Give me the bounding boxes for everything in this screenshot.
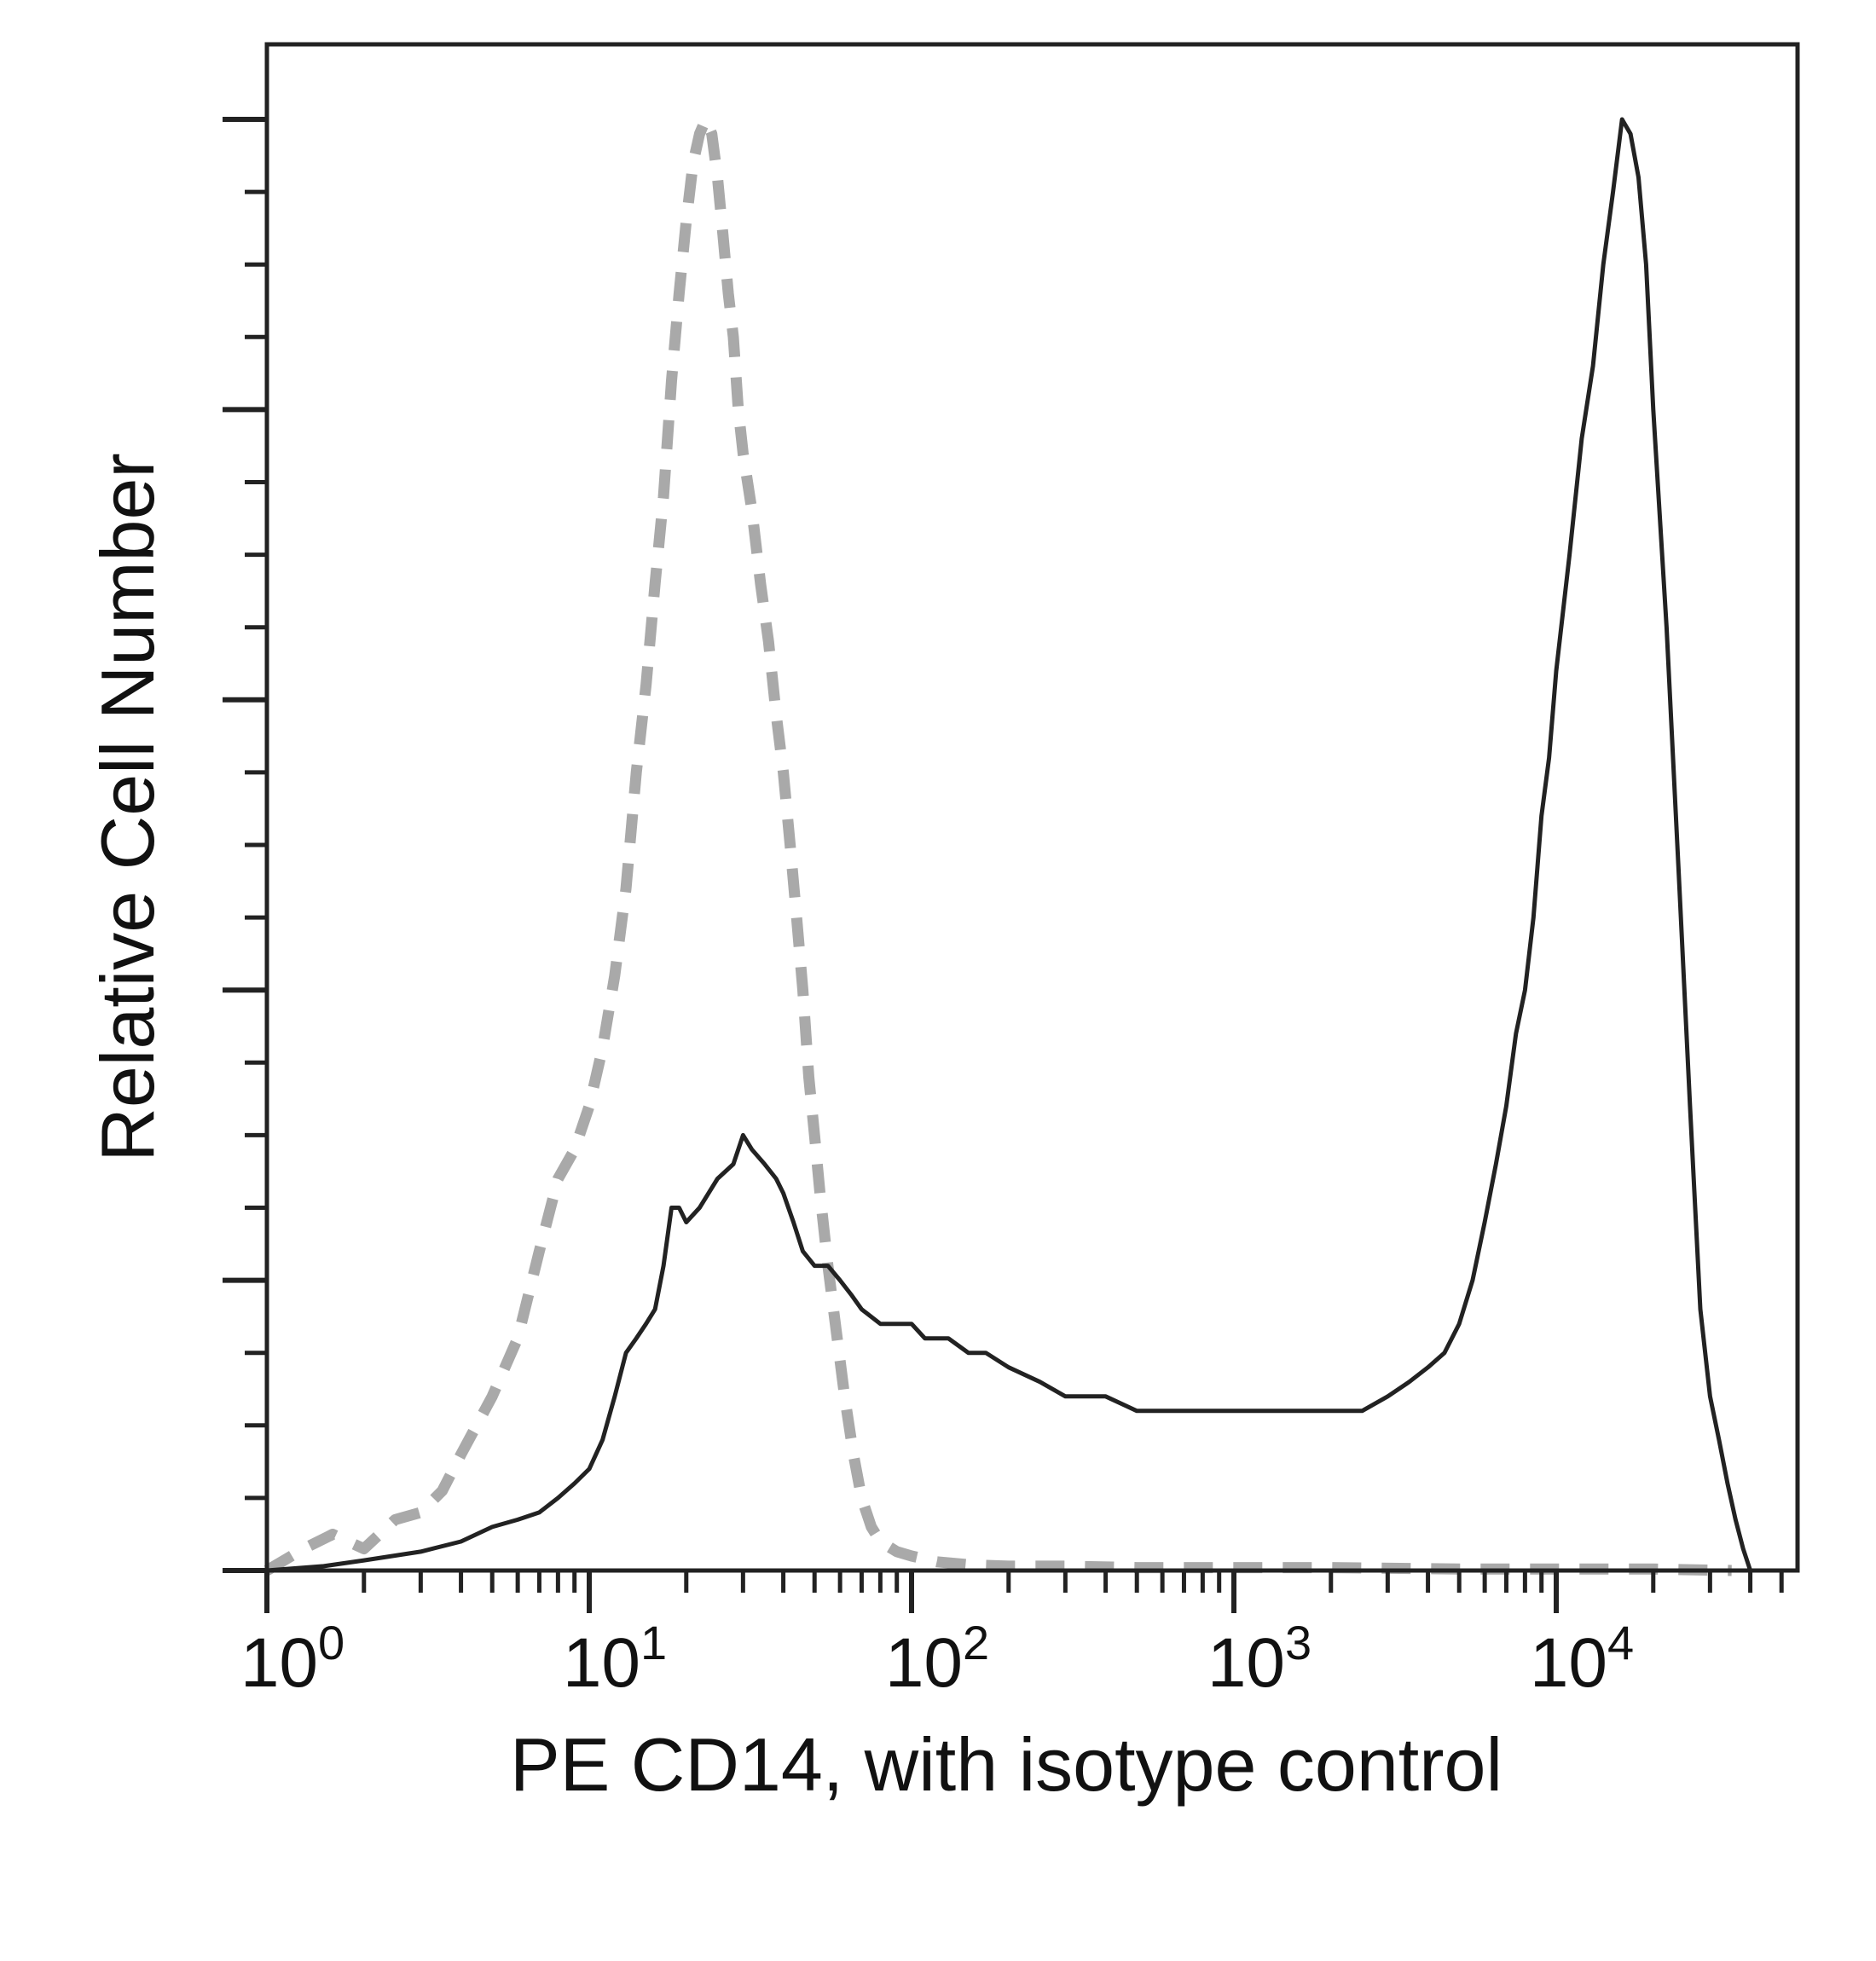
x-tick-label: 101 [563,1616,667,1702]
x-tick-label: 100 [240,1616,345,1702]
y-axis-label: Relative Cell Number [85,453,170,1161]
x-axis-ticks [264,1571,1784,1613]
x-axis-tick-labels: 100 101 102 103 104 [240,1616,1634,1702]
x-tick-label: 104 [1530,1616,1634,1702]
series-solid-line [266,117,1752,1573]
series-dashed-line [263,113,1732,1576]
x-tick-label: 103 [1207,1616,1311,1702]
x-tick-label: 102 [885,1616,989,1702]
series-layer [263,113,1752,1576]
y-axis-ticks [223,117,267,1573]
x-axis-label: PE CD14, with isotype control [510,1722,1503,1807]
plot-frame [264,42,1800,1573]
